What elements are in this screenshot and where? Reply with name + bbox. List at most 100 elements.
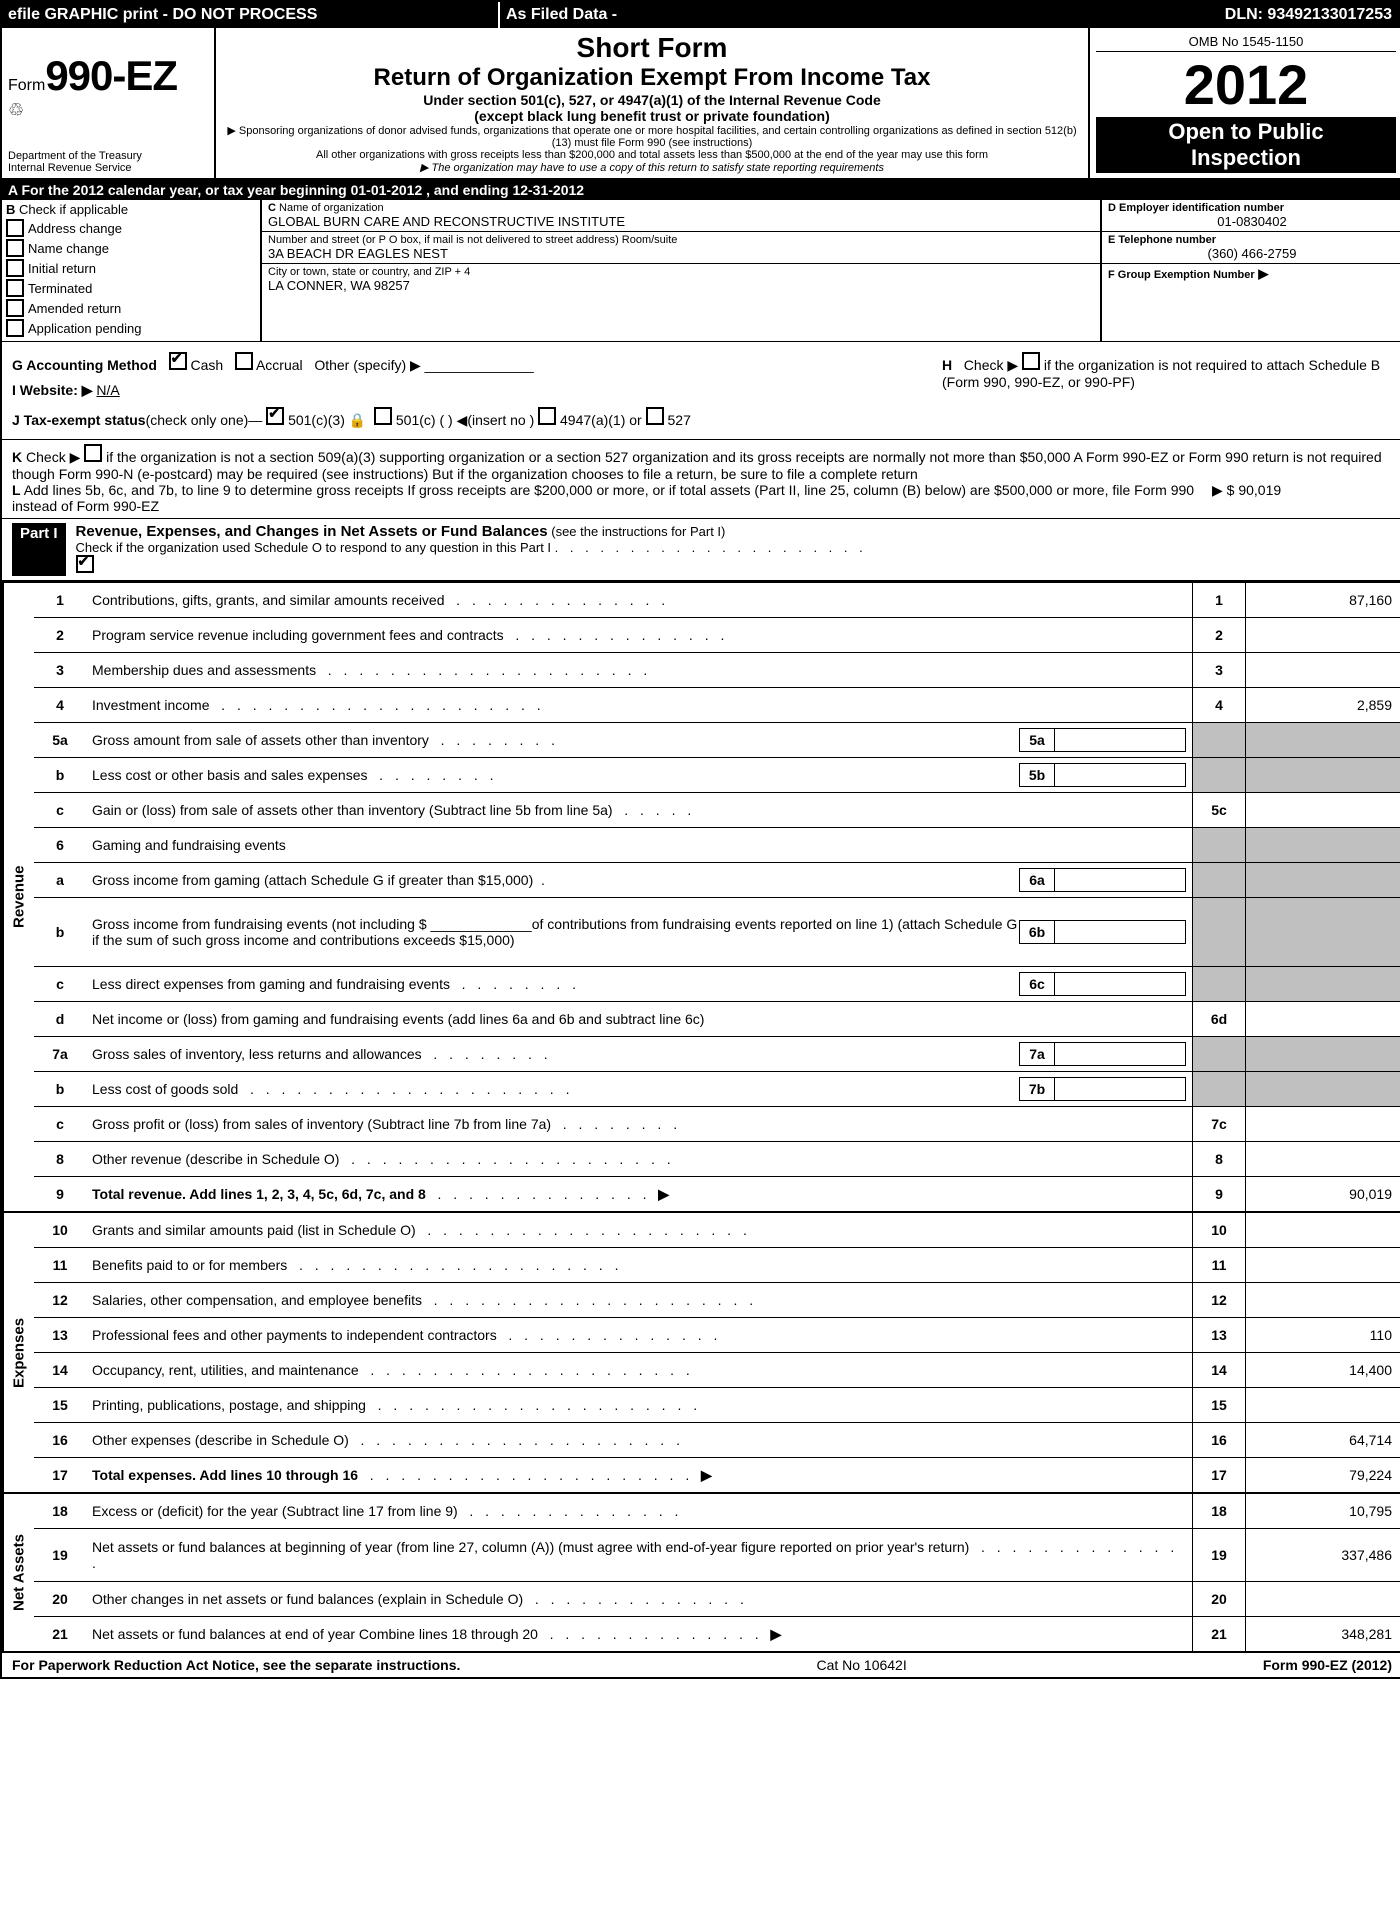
line-6c: c Less direct expenses from gaming and f… [34, 967, 1400, 1002]
checkbox-accrual[interactable] [235, 352, 253, 370]
net-assets-section: Net Assets 18 Excess or (deficit) for th… [2, 1492, 1400, 1651]
section-b-checkboxes: B Check if applicable Address change Nam… [2, 200, 262, 341]
checkbox-initial-return[interactable] [6, 259, 24, 277]
dept-treasury: Department of the Treasury [8, 150, 208, 162]
line-8: 8 Other revenue (describe in Schedule O)… [34, 1142, 1400, 1177]
revenue-side-label: Revenue [2, 583, 34, 1211]
checkbox-k[interactable] [84, 444, 102, 462]
j-label: J Tax-exempt status [12, 412, 146, 428]
line-16: 16 Other expenses (describe in Schedule … [34, 1423, 1400, 1458]
amount-6d [1246, 1002, 1400, 1037]
header-left: Form990-EZ ♲ Department of the Treasury … [2, 28, 216, 178]
amount-7c [1246, 1107, 1400, 1142]
line-6d: d Net income or (loss) from gaming and f… [34, 1002, 1400, 1037]
footer-right: Form 990-EZ (2012) [1263, 1657, 1392, 1673]
h-label: H [942, 357, 952, 373]
line-6a: a Gross income from gaming (attach Sched… [34, 863, 1400, 898]
checkbox-amended-return[interactable] [6, 299, 24, 317]
g-label: G Accounting Method [12, 357, 157, 373]
line-11: 11 Benefits paid to or for members . . .… [34, 1248, 1400, 1283]
amount-15 [1246, 1388, 1400, 1423]
footer-left: For Paperwork Reduction Act Notice, see … [12, 1657, 460, 1673]
line-3: 3 Membership dues and assessments . . . … [34, 653, 1400, 688]
line-1: 1 Contributions, gifts, grants, and simi… [34, 583, 1400, 618]
footer: For Paperwork Reduction Act Notice, see … [2, 1651, 1400, 1677]
line-6: 6 Gaming and fundraising events [34, 828, 1400, 863]
part1-title: Revenue, Expenses, and Changes in Net As… [76, 523, 548, 540]
note-2: All other organizations with gross recei… [222, 149, 1082, 161]
checkbox-527[interactable] [646, 407, 664, 425]
checkbox-4947[interactable] [538, 407, 556, 425]
short-form-label: Short Form [222, 32, 1082, 64]
checkbox-name-change[interactable] [6, 239, 24, 257]
k-label: K [12, 449, 22, 465]
amount-11 [1246, 1248, 1400, 1283]
amount-1: 87,160 [1246, 583, 1400, 618]
website-value: N/A [96, 382, 119, 398]
amount-21: 348,281 [1246, 1617, 1400, 1652]
title-main: Return of Organization Exempt From Incom… [222, 64, 1082, 92]
amount-18: 10,795 [1246, 1494, 1400, 1529]
checkbox-application-pending[interactable] [6, 319, 24, 337]
note-1: ▶ Sponsoring organizations of donor advi… [222, 124, 1082, 149]
checkbox-address-change[interactable] [6, 219, 24, 237]
expenses-side-label: Expenses [2, 1213, 34, 1492]
line-5a: 5a Gross amount from sale of assets othe… [34, 723, 1400, 758]
phone-value: (360) 466-2759 [1108, 246, 1396, 261]
header-right: OMB No 1545-1150 2012 Open to Public Ins… [1088, 28, 1400, 178]
line-7a: 7a Gross sales of inventory, less return… [34, 1037, 1400, 1072]
amount-12 [1246, 1283, 1400, 1318]
amount-14: 14,400 [1246, 1353, 1400, 1388]
k-body: if the organization is not a section 509… [12, 449, 1382, 482]
l-amount: ▶ $ 90,019 [1212, 482, 1392, 514]
part1-label: Part I [12, 523, 66, 576]
expenses-section: Expenses 10 Grants and similar amounts p… [2, 1211, 1400, 1492]
irs-label: Internal Revenue Service [8, 162, 208, 174]
f-label: F Group Exemption Number [1108, 269, 1255, 281]
amount-9: 90,019 [1246, 1177, 1400, 1212]
form-prefix: Form [8, 77, 45, 94]
line-20: 20 Other changes in net assets or fund b… [34, 1582, 1400, 1617]
checkbox-h[interactable] [1022, 352, 1040, 370]
amount-8 [1246, 1142, 1400, 1177]
top-bar-dln: DLN: 93492133017253 [706, 6, 1400, 24]
tax-year: 2012 [1096, 52, 1396, 117]
org-city: LA CONNER, WA 98257 [268, 278, 1094, 293]
form-number: 990-EZ [45, 52, 177, 99]
line-4: 4 Investment income . . . . . . . . . . … [34, 688, 1400, 723]
checkbox-schedule-o[interactable] [76, 555, 94, 573]
expenses-table: 10 Grants and similar amounts paid (list… [34, 1213, 1400, 1492]
line-5c: c Gain or (loss) from sale of assets oth… [34, 793, 1400, 828]
amount-16: 64,714 [1246, 1423, 1400, 1458]
top-bar: efile GRAPHIC print - DO NOT PROCESS As … [2, 2, 1400, 28]
tax-year-bar: A For the 2012 calendar year, or tax yea… [2, 180, 1400, 200]
e-label: E Telephone number [1108, 234, 1396, 246]
line-15: 15 Printing, publications, postage, and … [34, 1388, 1400, 1423]
amount-10 [1246, 1213, 1400, 1248]
checkbox-terminated[interactable] [6, 279, 24, 297]
subtitle-1: Under section 501(c), 527, or 4947(a)(1)… [222, 92, 1082, 108]
open-to-public: Open to Public Inspection [1096, 117, 1396, 173]
amount-20 [1246, 1582, 1400, 1617]
section-bcdef: B Check if applicable Address change Nam… [2, 200, 1400, 342]
revenue-table: 1 Contributions, gifts, grants, and simi… [34, 583, 1400, 1211]
omb-number: OMB No 1545-1150 [1096, 32, 1396, 52]
d-label: D Employer identification number [1108, 202, 1396, 214]
line-7b: b Less cost of goods sold . . . . . . . … [34, 1072, 1400, 1107]
line-21: 21 Net assets or fund balances at end of… [34, 1617, 1400, 1652]
checkbox-501c[interactable] [374, 407, 392, 425]
line-14: 14 Occupancy, rent, utilities, and maint… [34, 1353, 1400, 1388]
checkbox-cash[interactable] [169, 352, 187, 370]
line-18: 18 Excess or (deficit) for the year (Sub… [34, 1494, 1400, 1529]
footer-center: Cat No 10642I [816, 1657, 906, 1673]
amount-4: 2,859 [1246, 688, 1400, 723]
line-19: 19 Net assets or fund balances at beginn… [34, 1529, 1400, 1582]
l-text: Add lines 5b, 6c, and 7b, to line 9 to d… [12, 482, 1194, 514]
org-street: 3A BEACH DR EAGLES NEST [268, 246, 1094, 261]
line-17: 17 Total expenses. Add lines 10 through … [34, 1458, 1400, 1493]
amount-3 [1246, 653, 1400, 688]
ein-value: 01-0830402 [1108, 214, 1396, 229]
checkbox-501c3[interactable] [266, 407, 284, 425]
line-6b: b Gross income from fundraising events (… [34, 898, 1400, 967]
line-7c: c Gross profit or (loss) from sales of i… [34, 1107, 1400, 1142]
